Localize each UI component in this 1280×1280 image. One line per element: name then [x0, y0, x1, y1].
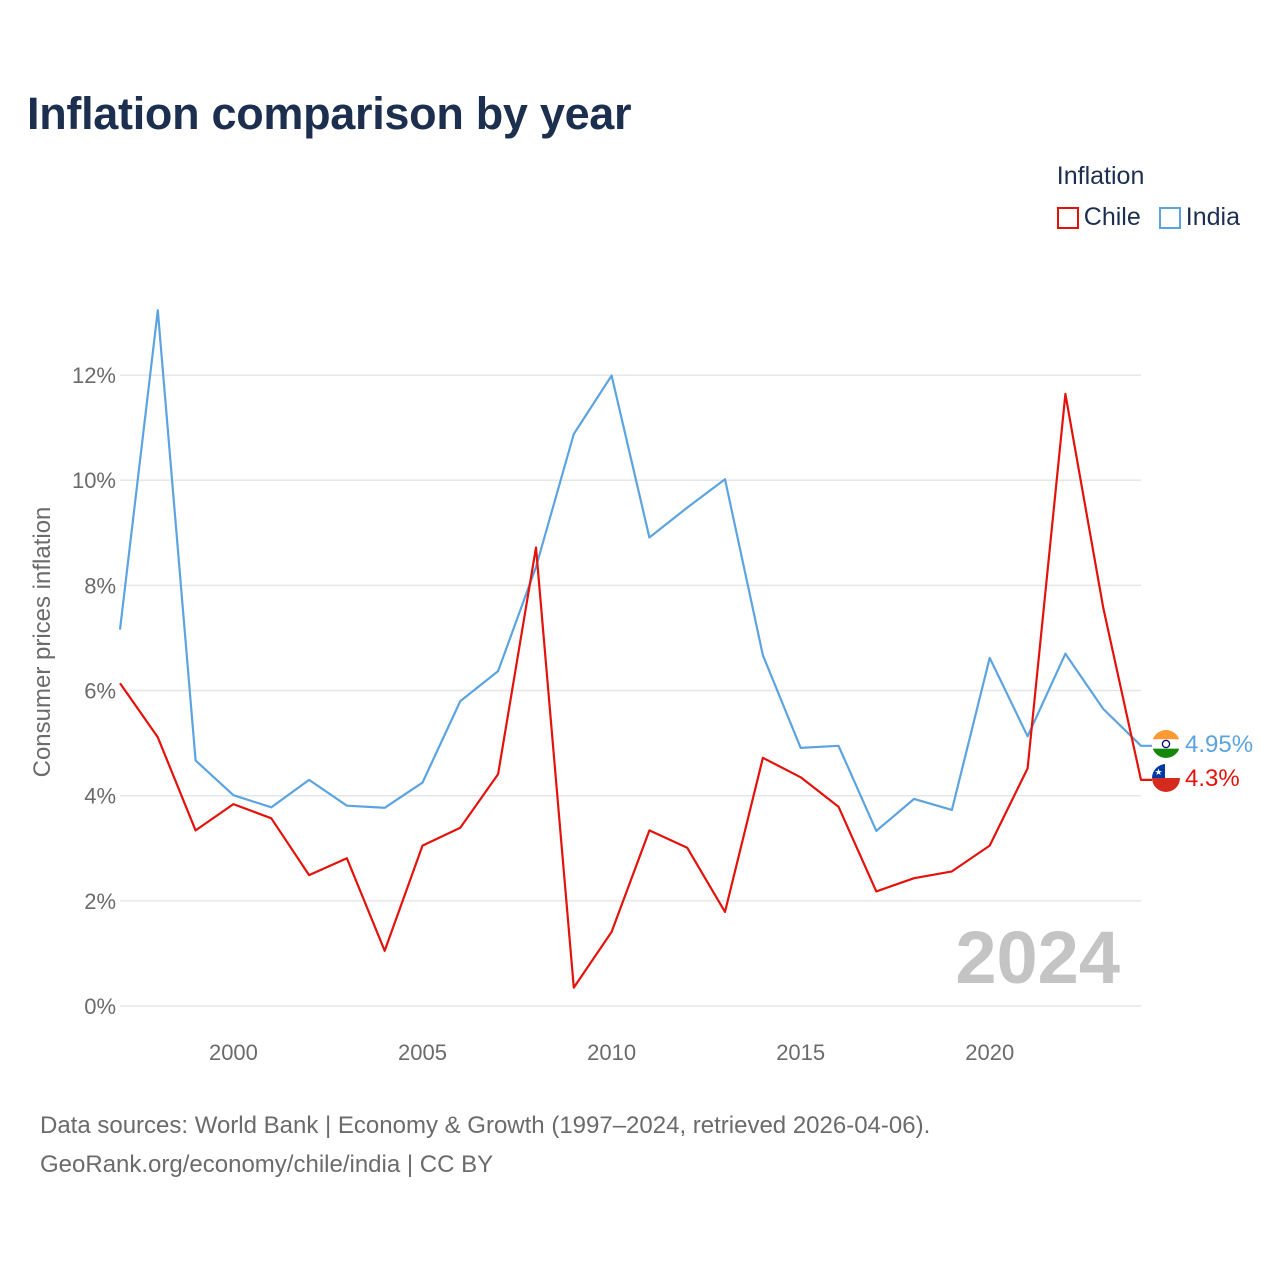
legend-swatch-chile — [1056, 206, 1079, 229]
x-tick-label: 2015 — [776, 1040, 825, 1065]
svg-text:★: ★ — [1154, 768, 1162, 778]
footer-sources: Data sources: World Bank | Economy & Gro… — [40, 1112, 931, 1139]
footer-credit[interactable]: GeoRank.org/economy/chile/india | CC BY — [40, 1151, 494, 1178]
legend-label-chile: Chile — [1083, 203, 1141, 231]
legend-title: Inflation — [1056, 162, 1145, 190]
series-line-india — [118, 309, 1152, 833]
y-tick-label: 12% — [72, 363, 116, 388]
chile-end-label: 4.3% — [1185, 765, 1240, 792]
x-tick-label: 2010 — [587, 1040, 636, 1065]
legend: Inflation Chile India — [1056, 162, 1240, 232]
legend-label-india: India — [1185, 203, 1240, 231]
x-axis: 2000 2005 2010 2015 2020 — [209, 1040, 1014, 1065]
y-tick-label: 2% — [84, 889, 116, 914]
y-tick-label: 10% — [72, 468, 116, 493]
year-watermark: 2024 — [955, 916, 1120, 999]
chile-flag-icon: ★ — [1152, 764, 1180, 792]
footer: Data sources: World Bank | Economy & Gro… — [40, 1106, 930, 1184]
chart-title: Inflation comparison by year — [27, 88, 632, 139]
series-line-chile — [119, 392, 1152, 989]
y-tick-label: 4% — [84, 784, 116, 809]
legend-item-india[interactable]: India — [1158, 203, 1240, 232]
y-axis: 0% 2% 4% 6% 8% 10% 12% — [72, 363, 116, 1019]
x-tick-label: 2005 — [398, 1040, 447, 1065]
legend-swatch-india — [1158, 206, 1181, 229]
india-end-label: 4.95% — [1185, 731, 1253, 758]
india-flag-icon — [1152, 730, 1180, 758]
legend-item-chile[interactable]: Chile — [1056, 203, 1141, 232]
gridlines — [120, 374, 1141, 1007]
series-lines — [118, 309, 1152, 989]
y-tick-label: 6% — [84, 679, 116, 704]
y-axis-label: Consumer prices inflation — [29, 507, 56, 778]
x-tick-label: 2020 — [965, 1040, 1014, 1065]
y-tick-label: 0% — [84, 994, 116, 1019]
x-tick-label: 2000 — [209, 1040, 258, 1065]
y-tick-label: 8% — [84, 573, 116, 598]
